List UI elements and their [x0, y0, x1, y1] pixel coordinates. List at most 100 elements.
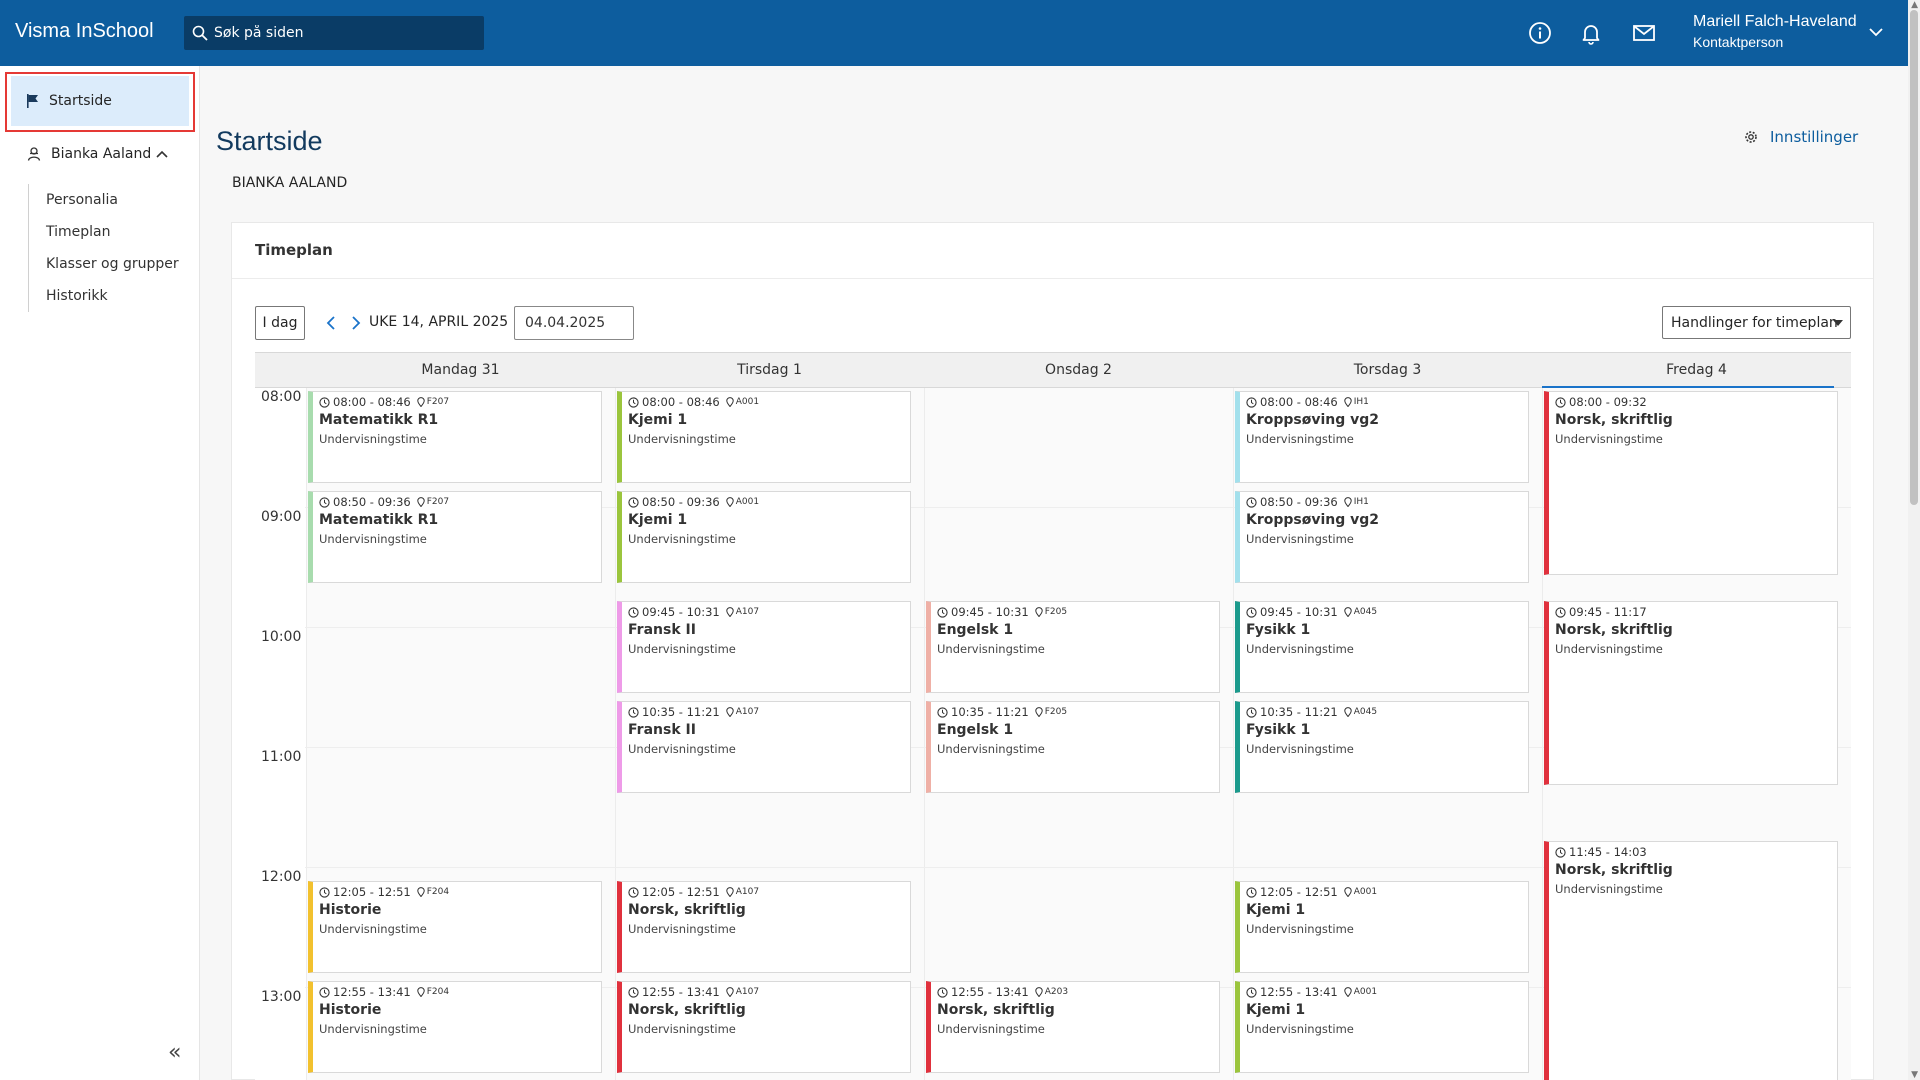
lesson-event[interactable]: 09:45 - 11:17 Norsk, skriftlig Undervisnin…: [1544, 601, 1838, 785]
lesson-event[interactable]: 09:45 - 10:31 A107 Fransk II Undervisningst…: [617, 601, 911, 693]
location-icon: [417, 497, 425, 507]
timetable-actions-button[interactable]: Handlinger for timeplan: [1662, 306, 1851, 339]
sidebar-item-historikk[interactable]: Historikk: [46, 288, 108, 304]
location-icon: [1035, 987, 1043, 997]
collapse-sidebar-icon[interactable]: «: [168, 1040, 182, 1065]
lesson-event[interactable]: 12:55 - 13:41 A001 Kjemi 1 Undervisningstim…: [1235, 981, 1529, 1073]
lesson-meta: 12:55 - 13:41 A107: [628, 985, 910, 999]
sidebar-item-timeplan[interactable]: Timeplan: [46, 224, 111, 240]
clock-icon: [628, 986, 639, 998]
lesson-title: Engelsk 1: [937, 722, 1014, 738]
lesson-event[interactable]: 12:05 - 12:51 F204 Historie Undervisningsti…: [308, 881, 602, 973]
lesson-event[interactable]: 10:35 - 11:21 A045 Fysikk 1 Undervisningsti…: [1235, 701, 1529, 793]
clock-icon: [319, 396, 330, 408]
sidebar-item-startside[interactable]: Startside: [11, 76, 189, 126]
today-button[interactable]: I dag: [255, 306, 305, 340]
lesson-event[interactable]: 12:55 - 13:41 A203 Norsk, skriftlig Undervi…: [926, 981, 1220, 1073]
lesson-time: 10:35 - 11:21: [1260, 705, 1338, 719]
lesson-time: 09:45 - 11:17: [1569, 605, 1647, 619]
lesson-event[interactable]: 08:00 - 08:46 F207 Matematikk R1 Undervisni…: [308, 391, 602, 483]
chevron-left-icon[interactable]: [324, 314, 338, 332]
lesson-meta: 08:50 - 09:36 IH1: [1246, 495, 1528, 509]
location-icon: [726, 497, 734, 507]
chevron-down-icon[interactable]: [1868, 26, 1884, 38]
lesson-meta: 12:05 - 12:51 A001: [1246, 885, 1528, 899]
student-icon: [27, 147, 41, 161]
lesson-room-label: A001: [735, 497, 760, 507]
mail-icon[interactable]: [1632, 21, 1656, 45]
lesson-event[interactable]: 10:35 - 11:21 A107 Fransk II Undervisningst…: [617, 701, 911, 793]
lesson-time: 12:55 - 13:41: [951, 985, 1029, 999]
info-icon[interactable]: [1528, 21, 1552, 45]
chevron-up-icon[interactable]: [155, 149, 169, 159]
lesson-event[interactable]: 10:35 - 11:21 F205 Engelsk 1 Undervisningst…: [926, 701, 1220, 793]
lesson-event[interactable]: 12:55 - 13:41 A107 Norsk, skriftlig Undervi…: [617, 981, 911, 1073]
day-header: Tirsdag 1: [737, 362, 802, 378]
lesson-event[interactable]: 08:50 - 09:36 F207 Matematikk R1 Undervisni…: [308, 491, 602, 583]
location-icon: [1344, 887, 1352, 897]
lesson-event[interactable]: 08:00 - 08:46 IH1 Kroppsøving vg2 Undervisn…: [1235, 391, 1529, 483]
sidebar-item-klasser[interactable]: Klasser og grupper: [46, 256, 179, 272]
lesson-room: F207: [417, 397, 449, 407]
lesson-room: A001: [1344, 887, 1377, 897]
search-input[interactable]: [214, 16, 474, 50]
sidebar-item-personalia[interactable]: Personalia: [46, 192, 118, 208]
lesson-event[interactable]: 08:00 - 09:32 Norsk, skriftlig Undervisnin…: [1544, 391, 1838, 575]
card-header: Timeplan: [232, 223, 1873, 279]
lesson-room: A107: [726, 987, 759, 997]
settings-link[interactable]: Innstillinger: [1744, 128, 1858, 146]
location-icon: [726, 707, 734, 717]
lesson-type: Undervisningstime: [937, 742, 1045, 756]
bell-icon[interactable]: [1579, 21, 1603, 45]
user-name: Mariell Falch-Haveland: [1693, 13, 1857, 30]
lesson-room-label: A045: [1353, 707, 1378, 717]
lesson-room-label: F204: [426, 887, 450, 897]
lesson-meta: 12:55 - 13:41 F204: [319, 985, 601, 999]
lesson-event[interactable]: 08:50 - 09:36 IH1 Kroppsøving vg2 Undervisn…: [1235, 491, 1529, 583]
lesson-event[interactable]: 11:45 - 14:03 Norsk, skriftlig Undervisnin…: [1544, 841, 1838, 1080]
app-title[interactable]: Visma InSchool: [15, 20, 154, 42]
user-menu[interactable]: Mariell Falch-Haveland Kontaktperson: [1693, 13, 1857, 50]
student-subnav: Personalia Timeplan Klasser og grupper H…: [28, 184, 179, 312]
location-icon: [1344, 397, 1352, 407]
lesson-time: 09:45 - 10:31: [1260, 605, 1338, 619]
lesson-title: Norsk, skriftlig: [1555, 862, 1673, 878]
search-box[interactable]: [184, 16, 484, 50]
lesson-event[interactable]: 12:05 - 12:51 A107 Norsk, skriftlig Undervi…: [617, 881, 911, 973]
lesson-event[interactable]: 09:45 - 10:31 A045 Fysikk 1 Undervisningsti…: [1235, 601, 1529, 693]
lesson-title: Norsk, skriftlig: [628, 1002, 746, 1018]
lesson-meta: 08:00 - 08:46 IH1: [1246, 395, 1528, 409]
lesson-type: Undervisningstime: [319, 432, 427, 446]
chevron-right-icon[interactable]: [349, 314, 363, 332]
card-title: Timeplan: [255, 241, 333, 259]
lesson-type: Undervisningstime: [628, 532, 736, 546]
clock-icon: [1555, 606, 1566, 618]
scroll-down-arrow[interactable]: ▼: [1911, 1070, 1918, 1080]
lesson-title: Kjemi 1: [628, 512, 688, 528]
lesson-event[interactable]: 08:00 - 08:46 A001 Kjemi 1 Undervisningstim…: [617, 391, 911, 483]
lesson-event[interactable]: 12:55 - 13:41 F204 Historie Undervisningsti…: [308, 981, 602, 1073]
page-scrollbar[interactable]: ▲ ▼: [1908, 0, 1920, 1080]
clock-icon: [319, 986, 330, 998]
lesson-room: F205: [1035, 607, 1067, 617]
date-field[interactable]: [514, 306, 634, 340]
scrollbar-thumb[interactable]: [1910, 10, 1918, 505]
lesson-title: Norsk, skriftlig: [1555, 412, 1673, 428]
lesson-event[interactable]: 12:05 - 12:51 A001 Kjemi 1 Undervisningstim…: [1235, 881, 1529, 973]
lesson-meta: 09:45 - 10:31 F205: [937, 605, 1219, 619]
location-icon: [417, 397, 425, 407]
calendar-body: 08:00 09:00 10:00 11:00 12:00 13:00 08:00 - 08…: [255, 388, 1851, 1080]
sidebar-item-student[interactable]: Bianka Aaland: [27, 146, 177, 162]
lesson-title: Fransk II: [628, 622, 696, 638]
lesson-event[interactable]: 08:50 - 09:36 A001 Kjemi 1 Undervisningstim…: [617, 491, 911, 583]
lesson-room-label: A001: [1353, 887, 1378, 897]
location-icon: [726, 607, 734, 617]
location-icon: [1035, 707, 1043, 717]
lesson-meta: 09:45 - 11:17: [1555, 605, 1837, 619]
lesson-title: Kjemi 1: [1246, 902, 1306, 918]
lesson-event[interactable]: 09:45 - 10:31 F205 Engelsk 1 Undervisningst…: [926, 601, 1220, 693]
clock-icon: [628, 886, 639, 898]
lesson-time: 08:50 - 09:36: [333, 495, 411, 509]
lesson-title: Norsk, skriftlig: [937, 1002, 1055, 1018]
scroll-up-arrow[interactable]: ▲: [1911, 0, 1918, 10]
